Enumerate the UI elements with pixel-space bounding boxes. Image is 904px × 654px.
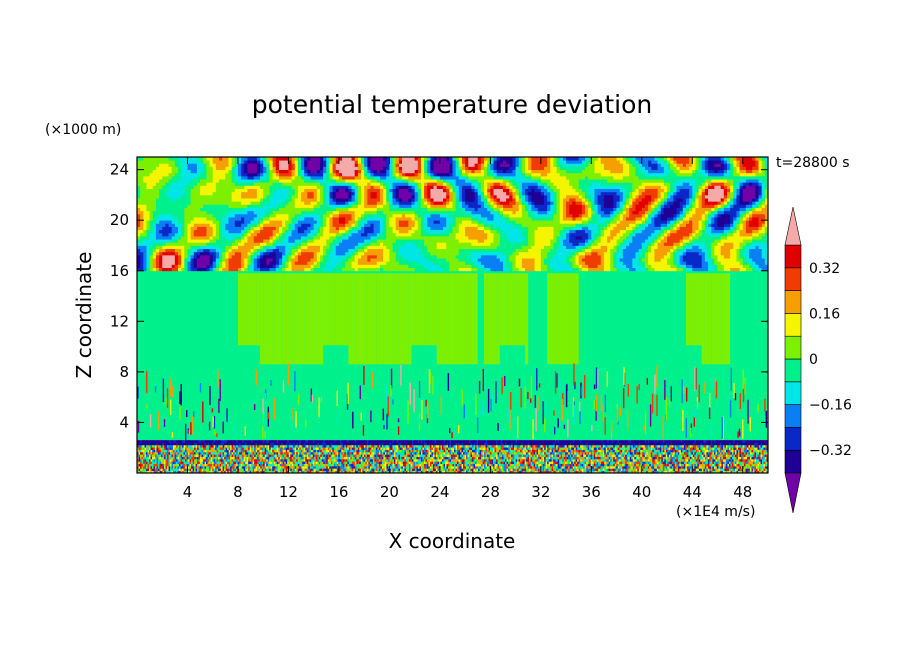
colorbar-band [784, 244, 802, 269]
x-tick-label: 24 [430, 483, 449, 501]
colorbar-tick-label: −0.32 [809, 443, 852, 459]
plot-frame [136, 156, 769, 474]
y-unit-label: (×1000 m) [45, 122, 121, 138]
x-tick-label: 32 [531, 483, 550, 501]
colorbar-max-extension [784, 206, 802, 246]
x-unit-label: (×1E4 m/s) [676, 504, 755, 520]
colorbar-tick-label: 0.32 [809, 261, 840, 277]
x-axis-label: X coordinate [389, 529, 516, 553]
x-tick-label: 16 [329, 483, 348, 501]
heatmap-field [137, 157, 768, 473]
colorbar-band [784, 427, 802, 451]
colorbar-band [784, 290, 802, 314]
x-tick-label: 4 [183, 483, 193, 501]
x-tick-label: 8 [233, 483, 243, 501]
y-tick-label: 12 [110, 312, 129, 330]
colorbar: 0.32 0.16 0 −0.16 −0.32 [784, 206, 852, 514]
x-tick-label: 44 [683, 483, 702, 501]
colorbar-tick-label: −0.16 [809, 398, 852, 414]
colorbar-band [784, 404, 802, 428]
x-tick-label: 40 [632, 483, 651, 501]
colorbar-band [784, 381, 802, 405]
colorbar-band [784, 313, 802, 337]
x-tick-label: 48 [733, 483, 752, 501]
y-axis-label: Z coordinate [72, 252, 96, 379]
y-tick-label: 24 [110, 161, 129, 179]
chart-title: potential temperature deviation [252, 90, 652, 119]
x-tick-label: 36 [582, 483, 601, 501]
y-tick-label: 4 [119, 413, 129, 431]
x-tick-label: 12 [279, 483, 298, 501]
colorbar-band [784, 335, 802, 360]
colorbar-min-extension [784, 472, 802, 514]
colorbar-tick-label: 0.16 [809, 306, 840, 322]
y-tick-label: 16 [110, 262, 129, 280]
y-tick-label: 8 [119, 363, 129, 381]
x-tick-label: 20 [380, 483, 399, 501]
colorbar-tick-label: 0 [809, 352, 818, 368]
colorbar-band [784, 267, 802, 291]
time-label: t=28800 s [776, 155, 850, 171]
colorbar-band [784, 358, 802, 383]
x-tick-label: 28 [481, 483, 500, 501]
colorbar-band [784, 449, 802, 474]
y-tick-label: 20 [110, 211, 129, 229]
